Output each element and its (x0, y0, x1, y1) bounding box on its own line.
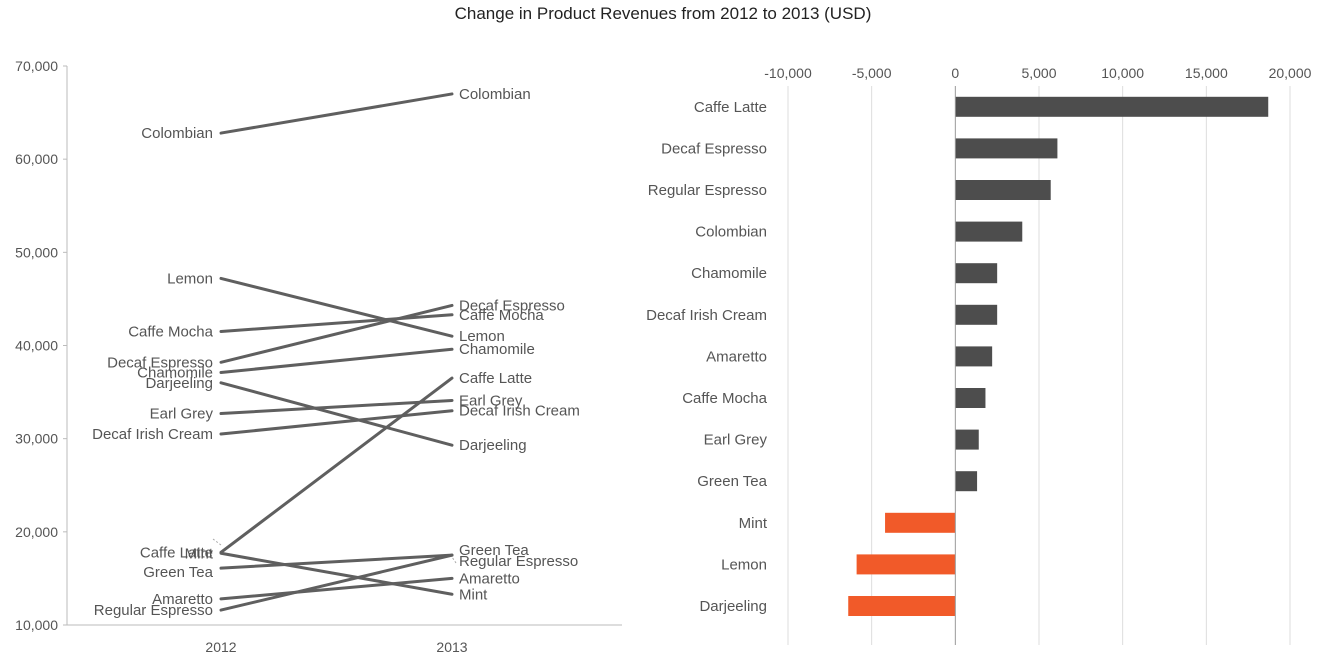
y-tick-label: 60,000 (15, 151, 58, 167)
series-label-2012: Regular Espresso (94, 602, 213, 619)
series-line (219, 551, 454, 596)
category-label: Caffe Mocha (682, 390, 767, 407)
bar (848, 596, 956, 616)
x-tick-label: 2012 (205, 639, 236, 655)
series-label-2012: Caffe Latte (140, 544, 213, 561)
series-label-2012: Caffe Mocha (128, 324, 213, 341)
bar (955, 429, 979, 450)
y-tick-label: 10,000 (15, 617, 58, 633)
series-label-2012: Green Tea (143, 564, 213, 581)
series-label-2012: Earl Grey (150, 406, 214, 423)
series-line (219, 92, 454, 135)
series-label-2012: Decaf Irish Cream (92, 426, 213, 443)
series-label-2012: Amaretto (152, 591, 213, 608)
series-label-2012: Colombian (141, 125, 213, 142)
y-tick-label: 20,000 (15, 524, 58, 540)
y-tick-label: 70,000 (15, 58, 58, 74)
x-tick-label: 2013 (436, 639, 467, 655)
series-line (219, 553, 454, 612)
series-label-2013: Green Tea (459, 542, 529, 559)
bar (955, 138, 1058, 159)
y-tick-label: 30,000 (15, 431, 58, 447)
bar (955, 346, 993, 367)
series-label-2013: Regular Espresso (459, 553, 578, 570)
series-line (219, 303, 454, 364)
x-tick-label: 20,000 (1269, 65, 1312, 81)
series-label-2012: Chamomile (137, 365, 213, 382)
chart-title: Change in Product Revenues from 2012 to … (454, 4, 872, 23)
series-label-2013: Earl Grey (459, 392, 523, 409)
x-tick-label: -10,000 (764, 65, 812, 81)
series-label-2012: Lemon (167, 270, 213, 287)
bar (955, 180, 1051, 200)
category-label: Amaretto (706, 348, 767, 365)
leader-line (212, 538, 222, 546)
series-label-2013: Colombian (459, 86, 531, 103)
series-label-2012: Decaf Espresso (107, 354, 213, 371)
series-line (219, 313, 454, 334)
series-label-2013: Decaf Irish Cream (459, 403, 580, 420)
x-tick-label: 5,000 (1021, 65, 1056, 81)
series-label-2013: Mint (459, 586, 488, 603)
series-line (219, 409, 454, 436)
series-line (219, 347, 454, 375)
bar (955, 471, 978, 492)
bar (955, 304, 998, 325)
x-tick-label: 15,000 (1185, 65, 1228, 81)
series-line (219, 276, 454, 338)
series-label-2013: Chamomile (459, 341, 535, 358)
bar (955, 221, 1023, 242)
y-tick-label: 50,000 (15, 244, 58, 260)
series-label-2013: Caffe Latte (459, 370, 532, 387)
category-label: Darjeeling (699, 598, 767, 615)
series-line (219, 398, 454, 416)
series-label-2013: Amaretto (459, 570, 520, 587)
series-line (219, 576, 454, 601)
series-label-2012: Mint (185, 545, 214, 562)
bar (955, 263, 998, 284)
x-tick-label: 0 (951, 65, 959, 81)
category-label: Caffe Latte (694, 99, 767, 116)
series-line (219, 553, 454, 570)
series-label-2013: Lemon (459, 328, 505, 345)
category-label: Decaf Espresso (661, 140, 767, 157)
series-label-2013: Darjeeling (459, 437, 527, 454)
bar (955, 388, 986, 408)
category-label: Earl Grey (704, 432, 768, 449)
series-line (219, 381, 454, 447)
slope-chart: 10,000 20,000 30,000 40,000 50,000 60,000 70,0… (15, 58, 622, 655)
category-label: Green Tea (697, 473, 767, 490)
category-label: Colombian (695, 224, 767, 241)
leader-line (451, 556, 457, 564)
category-label: Chamomile (691, 265, 767, 282)
bar (885, 512, 956, 533)
x-tick-label: 10,000 (1101, 65, 1144, 81)
series-label-2013: Decaf Espresso (459, 297, 565, 314)
x-tick-label: -5,000 (852, 65, 892, 81)
category-label: Mint (739, 515, 768, 532)
bar (856, 554, 956, 575)
series-label-2013: Caffe Mocha (459, 307, 544, 324)
y-tick-label: 40,000 (15, 338, 58, 354)
series-label-2012: Darjeeling (145, 375, 213, 392)
bar (955, 96, 1269, 117)
category-label: Decaf Irish Cream (646, 307, 767, 324)
series-line (219, 376, 454, 554)
category-label: Regular Espresso (648, 182, 767, 199)
category-label: Lemon (721, 556, 767, 573)
